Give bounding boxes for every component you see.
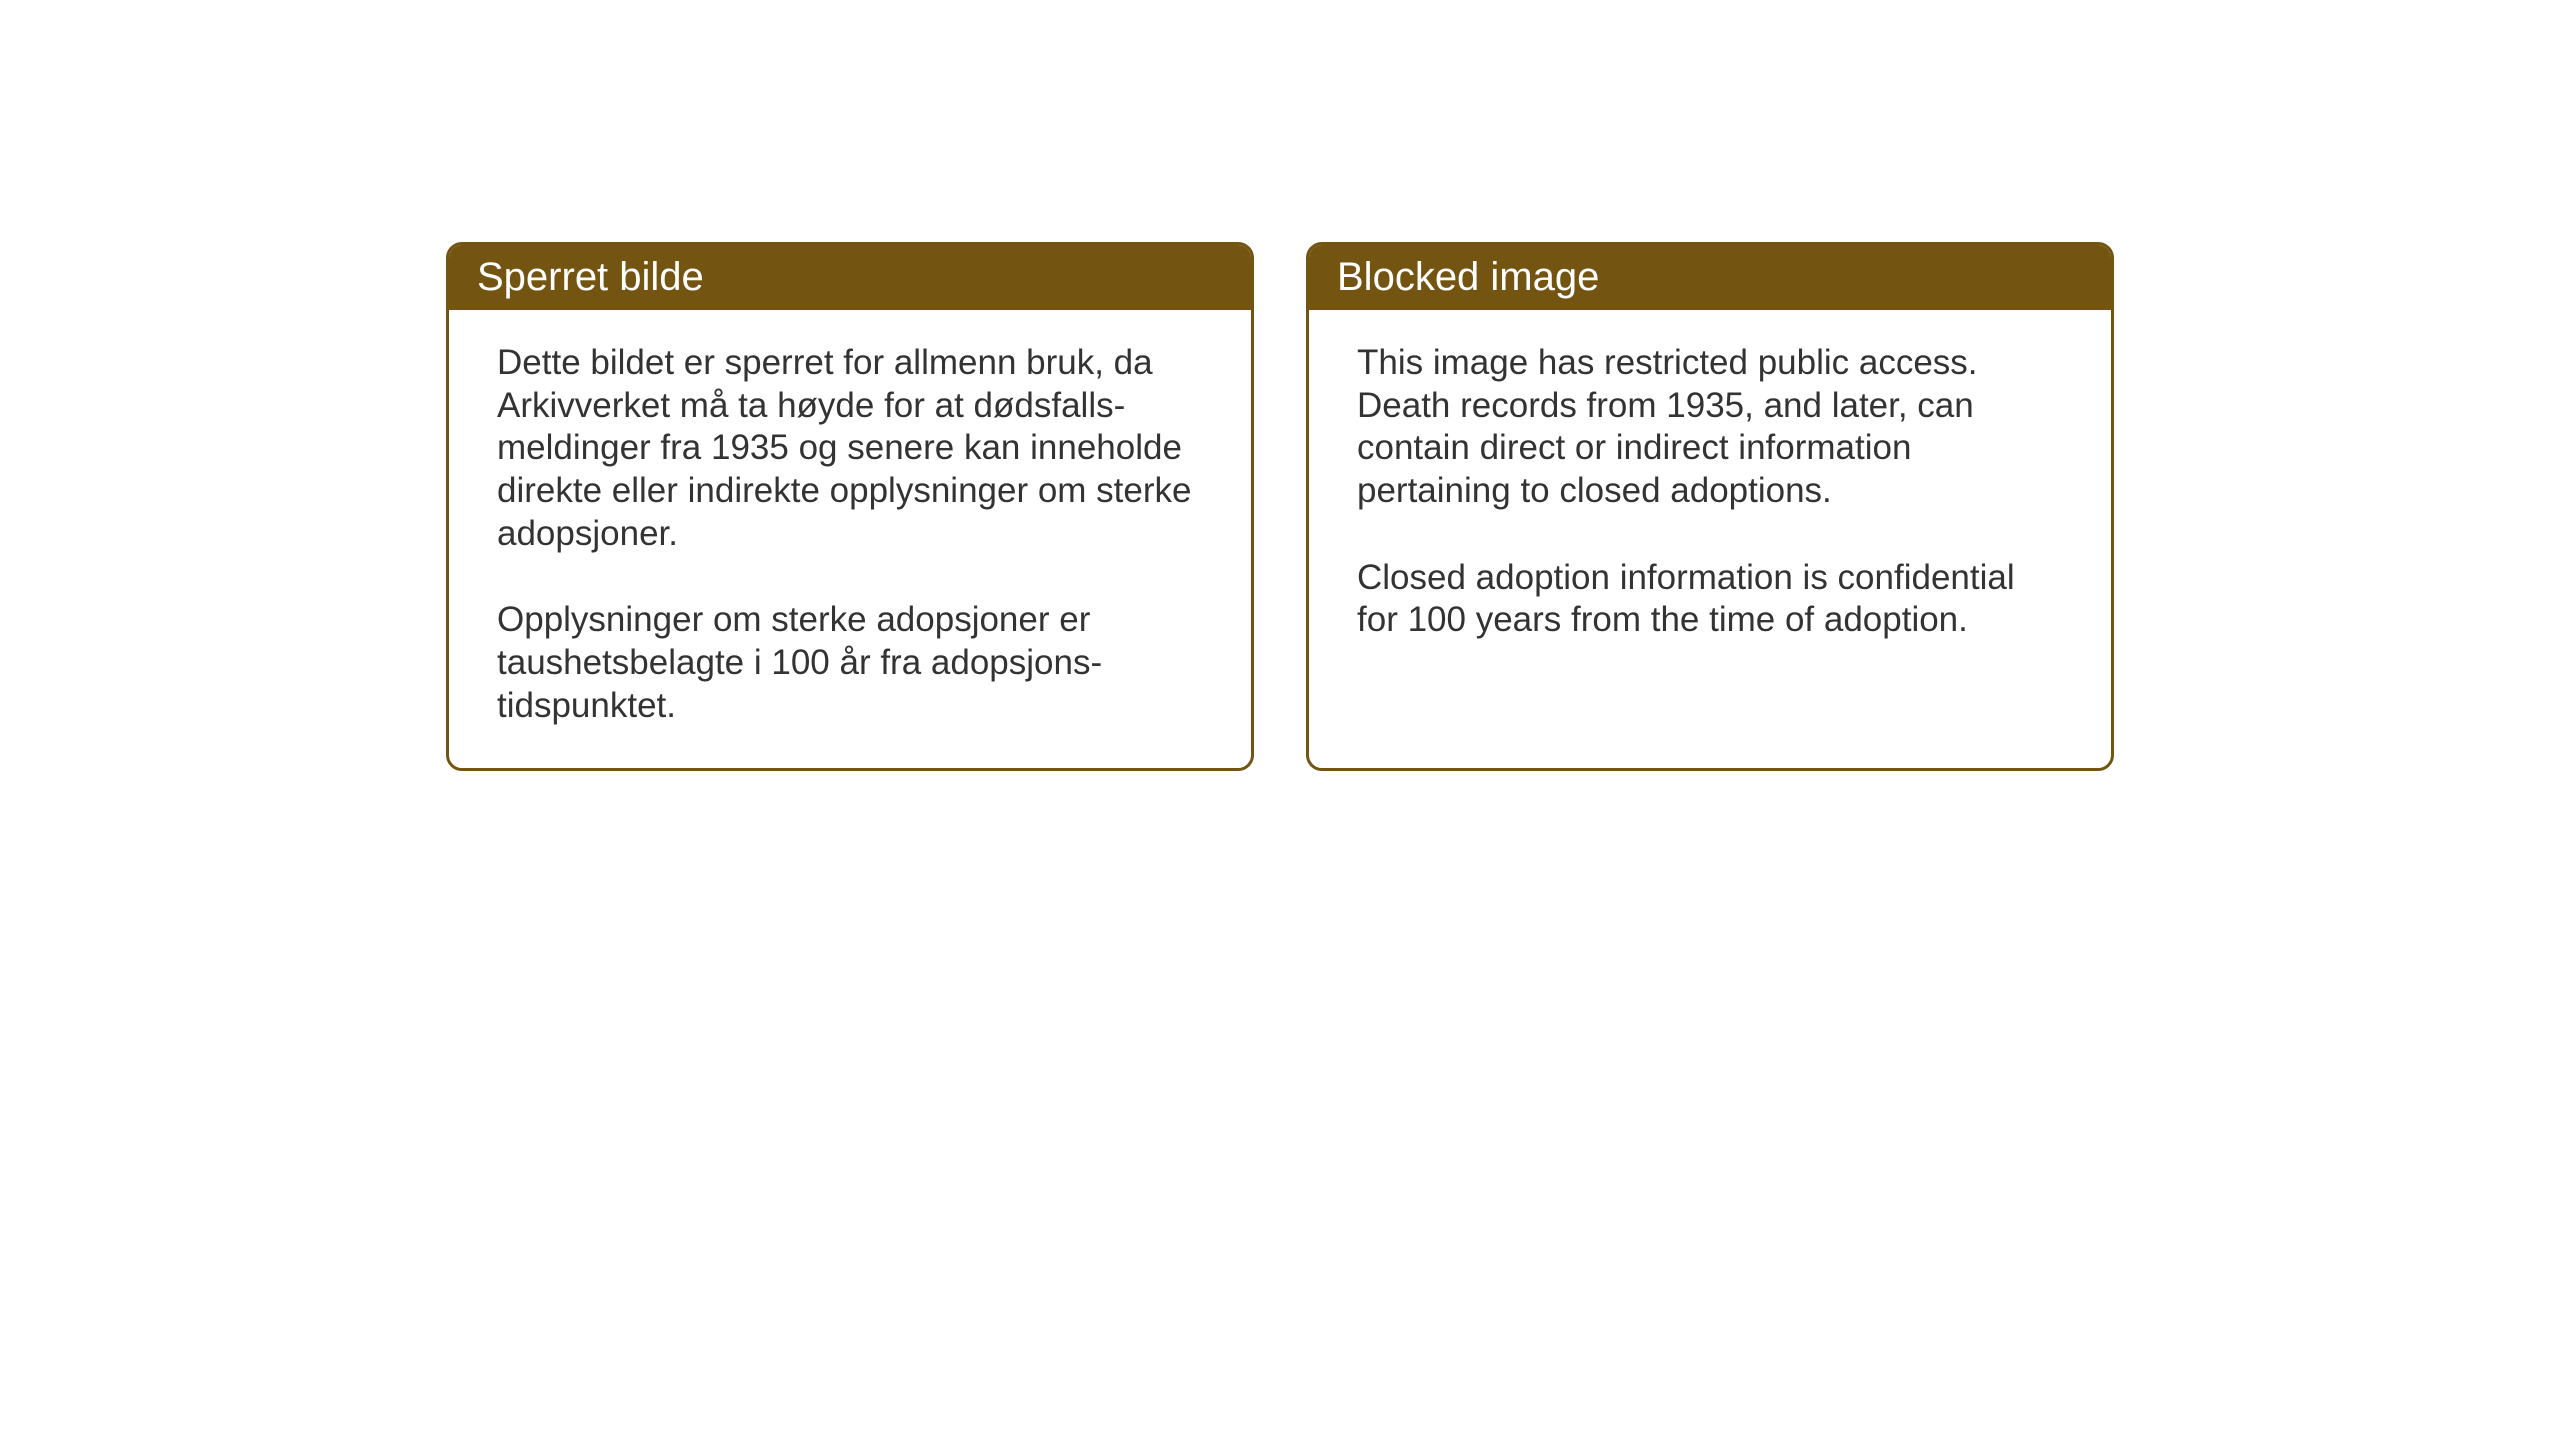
cards-container: Sperret bilde Dette bildet er sperret fo… [446, 242, 2114, 771]
norwegian-paragraph-1: Dette bildet er sperret for allmenn bruk… [497, 342, 1203, 555]
norwegian-card-title: Sperret bilde [477, 255, 704, 299]
norwegian-paragraph-2: Opplysninger om sterke adopsjoner er tau… [497, 599, 1203, 727]
norwegian-card-body: Dette bildet er sperret for allmenn bruk… [449, 310, 1251, 768]
english-card-header: Blocked image [1309, 245, 2111, 310]
english-card-body: This image has restricted public access.… [1309, 310, 2111, 682]
norwegian-card-header: Sperret bilde [449, 245, 1251, 310]
english-paragraph-1: This image has restricted public access.… [1357, 342, 2063, 513]
english-card-title: Blocked image [1337, 255, 1599, 299]
english-paragraph-2: Closed adoption information is confident… [1357, 557, 2063, 642]
norwegian-card: Sperret bilde Dette bildet er sperret fo… [446, 242, 1254, 771]
english-card: Blocked image This image has restricted … [1306, 242, 2114, 771]
